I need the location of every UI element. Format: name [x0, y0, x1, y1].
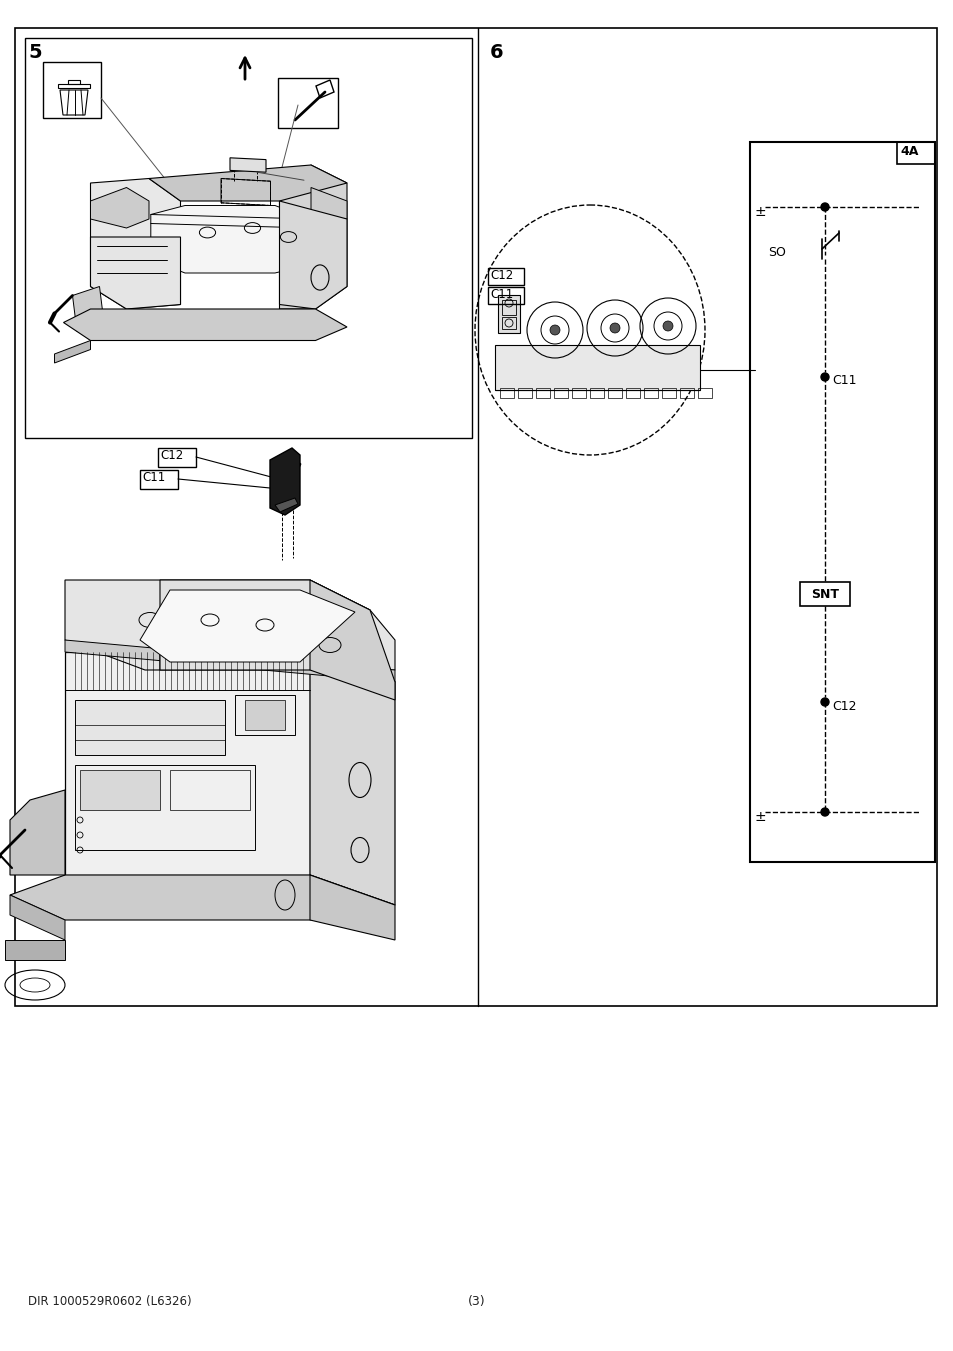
Polygon shape [10, 894, 65, 940]
Polygon shape [65, 580, 395, 670]
Bar [661, 388, 676, 399]
Polygon shape [5, 940, 65, 961]
Bar [679, 388, 693, 399]
Circle shape [821, 808, 828, 816]
Polygon shape [149, 165, 347, 201]
Polygon shape [140, 590, 355, 662]
Bar [501, 317, 516, 330]
Polygon shape [10, 790, 65, 875]
Bar [625, 388, 639, 399]
Bar [698, 388, 711, 399]
Bar [589, 388, 603, 399]
Bar [15, 28, 936, 1006]
Bar [643, 388, 658, 399]
Bar [607, 388, 621, 399]
Bar [277, 78, 337, 128]
Text: 6: 6 [490, 43, 503, 62]
Circle shape [821, 203, 828, 211]
Polygon shape [91, 178, 180, 309]
Text: C12: C12 [160, 449, 183, 462]
Text: 5: 5 [28, 43, 42, 62]
Polygon shape [274, 499, 297, 512]
Text: C11: C11 [490, 288, 513, 301]
Bar [488, 286, 523, 304]
Text: C11: C11 [142, 471, 165, 484]
Polygon shape [65, 640, 395, 682]
Text: DIR 1000529R0602 (L6326): DIR 1000529R0602 (L6326) [28, 1296, 192, 1308]
Bar [170, 770, 250, 811]
Text: C12: C12 [831, 700, 856, 712]
Bar [140, 470, 178, 489]
Text: C12: C12 [490, 269, 513, 282]
Text: ±: ± [754, 205, 766, 219]
Bar [488, 267, 523, 285]
Polygon shape [91, 236, 180, 309]
Bar [499, 388, 514, 399]
Polygon shape [270, 449, 299, 515]
Bar [800, 582, 849, 607]
Text: C11: C11 [831, 374, 856, 388]
Polygon shape [279, 201, 347, 309]
Bar [80, 770, 160, 811]
Polygon shape [54, 340, 91, 363]
Bar [245, 700, 285, 730]
Bar [536, 388, 550, 399]
Polygon shape [310, 653, 395, 905]
Circle shape [609, 323, 619, 332]
Bar [25, 38, 472, 438]
Circle shape [821, 373, 828, 381]
Bar [75, 700, 225, 755]
Polygon shape [64, 309, 347, 340]
Polygon shape [72, 286, 104, 331]
Polygon shape [151, 205, 311, 273]
Polygon shape [310, 875, 395, 940]
Bar [501, 300, 516, 315]
Circle shape [662, 322, 672, 331]
Polygon shape [91, 188, 149, 228]
Bar [517, 388, 532, 399]
Text: 4A: 4A [899, 145, 918, 158]
Bar [554, 388, 567, 399]
Text: SNT: SNT [810, 588, 838, 600]
Circle shape [550, 326, 559, 335]
Polygon shape [311, 188, 347, 219]
Bar [234, 694, 294, 735]
Polygon shape [10, 875, 395, 920]
Text: (3): (3) [468, 1296, 485, 1308]
Text: SO: SO [767, 246, 785, 258]
Bar [572, 388, 585, 399]
Circle shape [821, 698, 828, 707]
Polygon shape [279, 165, 347, 309]
Polygon shape [495, 345, 700, 390]
Bar [43, 62, 101, 118]
Bar [497, 295, 519, 332]
Polygon shape [65, 653, 310, 875]
Bar [158, 449, 195, 467]
Text: ±: ± [754, 811, 766, 824]
Bar [749, 142, 934, 862]
Polygon shape [230, 158, 266, 172]
Polygon shape [310, 580, 395, 700]
Polygon shape [160, 580, 370, 670]
Bar [75, 765, 254, 850]
Bar [896, 142, 934, 163]
